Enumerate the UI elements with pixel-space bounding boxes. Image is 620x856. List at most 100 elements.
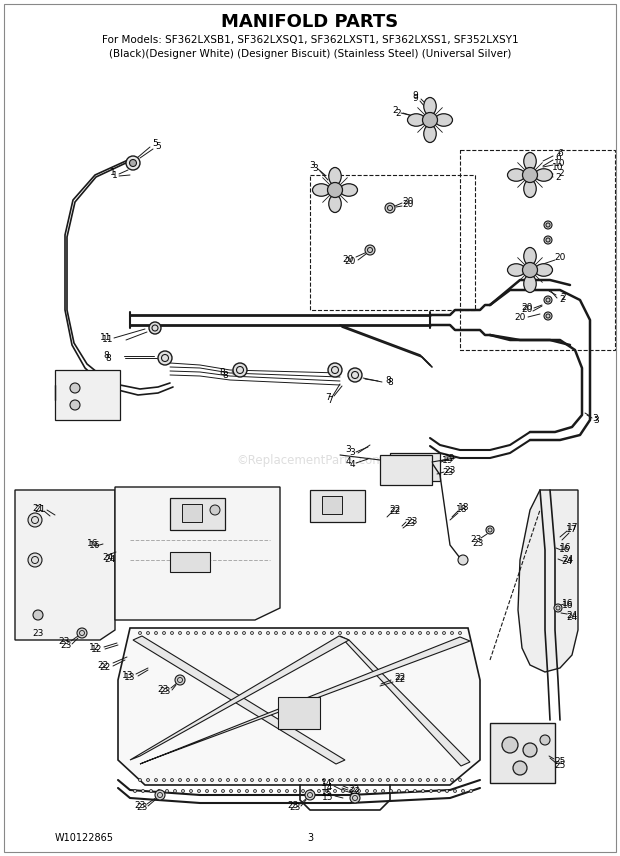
Circle shape bbox=[262, 789, 265, 793]
Circle shape bbox=[405, 789, 409, 793]
Text: 10: 10 bbox=[554, 158, 565, 168]
Text: 6: 6 bbox=[557, 148, 563, 158]
Circle shape bbox=[187, 778, 190, 782]
Text: 8: 8 bbox=[103, 350, 109, 360]
Circle shape bbox=[451, 632, 453, 634]
Polygon shape bbox=[118, 628, 480, 785]
Text: 24: 24 bbox=[567, 610, 578, 620]
Circle shape bbox=[389, 789, 392, 793]
Text: 5: 5 bbox=[155, 141, 161, 151]
Circle shape bbox=[275, 632, 278, 634]
Text: W10122865: W10122865 bbox=[55, 833, 114, 843]
Ellipse shape bbox=[524, 247, 536, 265]
Text: 23: 23 bbox=[442, 467, 454, 477]
Circle shape bbox=[427, 632, 430, 634]
Circle shape bbox=[371, 778, 373, 782]
Circle shape bbox=[174, 789, 177, 793]
Circle shape bbox=[278, 789, 280, 793]
Text: 11: 11 bbox=[100, 332, 112, 342]
Text: 16: 16 bbox=[87, 538, 99, 548]
Text: 16: 16 bbox=[560, 544, 572, 552]
Text: 24: 24 bbox=[561, 557, 573, 567]
Circle shape bbox=[182, 789, 185, 793]
Circle shape bbox=[544, 236, 552, 244]
Circle shape bbox=[233, 363, 247, 377]
Circle shape bbox=[330, 778, 334, 782]
Text: 2: 2 bbox=[560, 294, 566, 302]
Text: 22: 22 bbox=[350, 788, 361, 796]
Circle shape bbox=[469, 789, 472, 793]
Circle shape bbox=[363, 632, 366, 634]
Circle shape bbox=[306, 778, 309, 782]
Circle shape bbox=[486, 526, 494, 534]
Polygon shape bbox=[340, 636, 470, 766]
Text: 16: 16 bbox=[89, 540, 100, 550]
Ellipse shape bbox=[524, 152, 536, 170]
Circle shape bbox=[305, 790, 315, 800]
Text: 16: 16 bbox=[562, 601, 574, 609]
Circle shape bbox=[330, 632, 334, 634]
Circle shape bbox=[326, 789, 329, 793]
Text: 23: 23 bbox=[471, 536, 482, 544]
Text: 22: 22 bbox=[348, 784, 360, 794]
Text: 20: 20 bbox=[521, 302, 533, 312]
Text: 23: 23 bbox=[472, 538, 484, 548]
Circle shape bbox=[523, 168, 538, 182]
Text: 20: 20 bbox=[521, 306, 533, 314]
Circle shape bbox=[544, 296, 552, 304]
Circle shape bbox=[523, 743, 537, 757]
Circle shape bbox=[291, 778, 293, 782]
Text: 4: 4 bbox=[349, 460, 355, 468]
Text: 1: 1 bbox=[112, 170, 118, 180]
Circle shape bbox=[402, 632, 405, 634]
Circle shape bbox=[366, 789, 368, 793]
Bar bbox=[380, 455, 432, 485]
Circle shape bbox=[130, 159, 136, 167]
Text: 20: 20 bbox=[344, 258, 356, 266]
Text: 21: 21 bbox=[32, 503, 43, 513]
Circle shape bbox=[327, 182, 342, 198]
Circle shape bbox=[254, 789, 257, 793]
Bar bbox=[170, 552, 210, 572]
Bar bbox=[182, 504, 202, 522]
Circle shape bbox=[170, 778, 174, 782]
Circle shape bbox=[190, 789, 192, 793]
Circle shape bbox=[350, 789, 353, 793]
Ellipse shape bbox=[535, 169, 552, 181]
Circle shape bbox=[149, 322, 161, 334]
Text: 5: 5 bbox=[152, 139, 158, 147]
Circle shape bbox=[195, 632, 198, 634]
Polygon shape bbox=[130, 636, 349, 760]
Circle shape bbox=[229, 789, 232, 793]
Circle shape bbox=[453, 789, 456, 793]
Circle shape bbox=[187, 632, 190, 634]
Text: 23: 23 bbox=[290, 804, 301, 812]
Circle shape bbox=[211, 632, 213, 634]
Circle shape bbox=[158, 351, 172, 365]
Text: 3: 3 bbox=[349, 448, 355, 456]
Circle shape bbox=[422, 789, 425, 793]
Circle shape bbox=[350, 793, 360, 803]
Text: 22: 22 bbox=[394, 675, 405, 685]
Text: 24: 24 bbox=[102, 554, 113, 562]
Text: 18: 18 bbox=[456, 506, 467, 514]
Text: 23: 23 bbox=[404, 520, 415, 528]
Circle shape bbox=[28, 513, 42, 527]
Circle shape bbox=[365, 245, 375, 255]
Circle shape bbox=[435, 632, 438, 634]
Bar bbox=[170, 498, 225, 530]
Text: 23: 23 bbox=[58, 638, 69, 646]
Text: 1: 1 bbox=[110, 168, 116, 176]
Bar bbox=[460, 150, 615, 350]
Text: 6: 6 bbox=[555, 152, 561, 162]
Circle shape bbox=[210, 505, 220, 515]
Text: 11: 11 bbox=[102, 336, 113, 344]
Text: 20: 20 bbox=[402, 197, 414, 205]
Circle shape bbox=[275, 778, 278, 782]
Circle shape bbox=[291, 632, 293, 634]
Circle shape bbox=[502, 737, 518, 753]
Circle shape bbox=[458, 555, 468, 565]
Circle shape bbox=[154, 778, 157, 782]
Circle shape bbox=[250, 632, 254, 634]
Text: 20: 20 bbox=[515, 313, 526, 323]
